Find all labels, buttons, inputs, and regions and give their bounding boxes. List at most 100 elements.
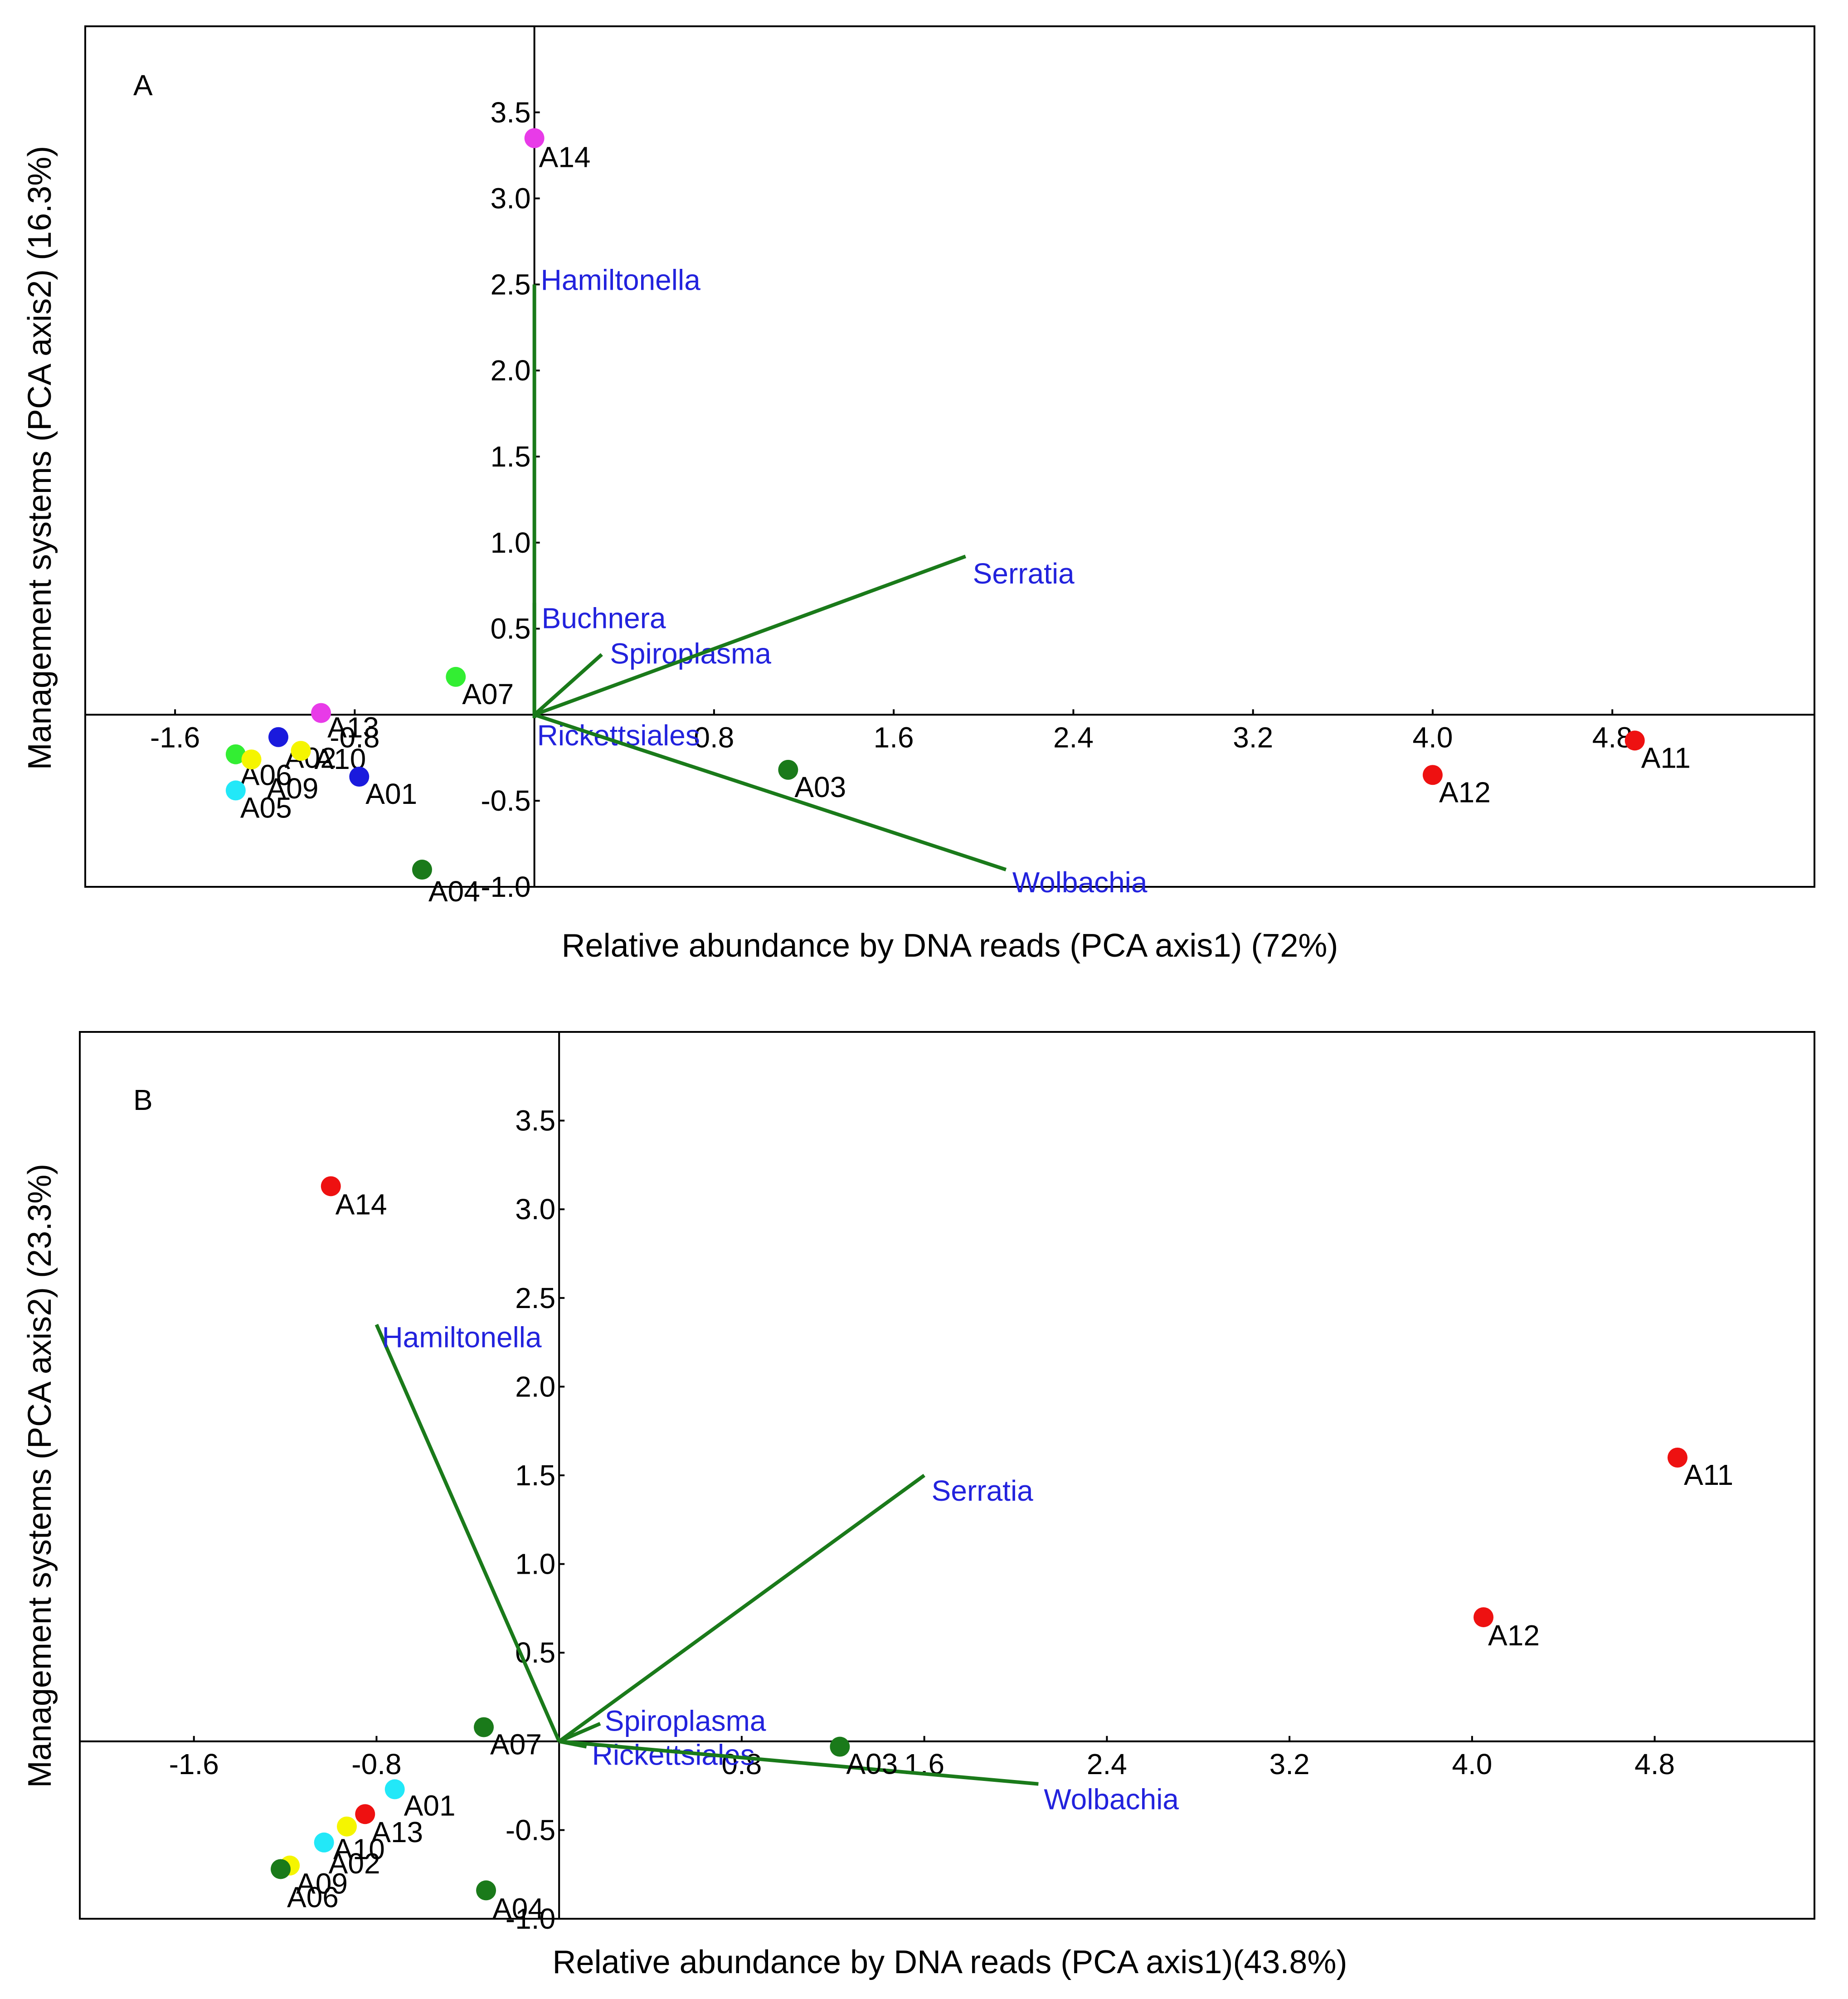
vector-arrow-wolbachia xyxy=(559,1739,1039,1786)
vector-label-spiroplasma: Spiroplasma xyxy=(605,1705,766,1737)
data-point-a09 xyxy=(241,749,262,770)
x-tick-label: 4.0 xyxy=(1452,1748,1492,1780)
panel-a-label: A xyxy=(133,69,153,102)
data-point-a06 xyxy=(225,744,246,764)
x-tick-label: -1.6 xyxy=(150,721,200,754)
vector-label-wolbachia: Wolbachia xyxy=(1044,1783,1179,1816)
vector-label-hamiltonella: Hamiltonella xyxy=(541,263,701,296)
y-tick-label: 1.5 xyxy=(491,440,531,473)
data-point-a02 xyxy=(314,1832,334,1853)
x-tick-label: 4.0 xyxy=(1412,721,1453,754)
vector-label-buchnera: Buchnera xyxy=(542,602,666,635)
data-point-a02 xyxy=(268,727,288,747)
y-tick-label: 1.0 xyxy=(491,526,531,559)
point-label-a03: A03 xyxy=(794,771,846,803)
panel-a-vectors: HamiltonellaBuchneraSpiroplasmaSerratiaR… xyxy=(532,263,1148,899)
panel-b-plot-frame xyxy=(79,1031,1815,1920)
point-label-a07: A07 xyxy=(490,1728,542,1761)
y-tick-label: 2.5 xyxy=(515,1282,555,1314)
panel-b-x-axis-title: Relative abundance by DNA reads (PCA axi… xyxy=(553,1944,1347,1980)
data-point-a04 xyxy=(412,860,432,880)
point-label-a11: A11 xyxy=(1641,741,1691,774)
vector-arrow-wolbachia xyxy=(534,713,1007,871)
y-tick-label: 3.5 xyxy=(491,96,531,129)
data-point-a12 xyxy=(1474,1607,1494,1627)
data-point-a13 xyxy=(355,1804,375,1824)
data-point-a01 xyxy=(384,1779,405,1800)
y-tick-label: -0.5 xyxy=(506,1814,555,1846)
data-point-a10 xyxy=(337,1816,357,1837)
point-label-a12: A12 xyxy=(1488,1619,1540,1652)
vector-arrow-spiroplasma xyxy=(558,1722,601,1743)
y-tick-label: -0.5 xyxy=(481,784,530,817)
panel-a-y-axis-title: Management systems (PCA axis2) (16.3%) xyxy=(22,146,58,770)
vector-label-spiroplasma: Spiroplasma xyxy=(610,637,771,670)
x-tick-label: -0.8 xyxy=(351,1748,401,1780)
vector-label-hamiltonella: Hamiltonella xyxy=(382,1321,542,1353)
vector-label-serratia: Serratia xyxy=(932,1474,1034,1507)
data-point-a01 xyxy=(349,767,370,787)
y-tick-label: 3.5 xyxy=(515,1104,555,1137)
point-label-a05: A05 xyxy=(240,791,292,824)
point-label-a07: A07 xyxy=(462,678,514,710)
point-label-a10: A10 xyxy=(333,1833,385,1866)
y-tick-label: 3.0 xyxy=(515,1193,555,1226)
point-label-a13: A13 xyxy=(371,1816,423,1848)
point-label-a09: A09 xyxy=(296,1868,348,1900)
x-tick-label: 4.8 xyxy=(1634,1748,1675,1780)
panel-a-tick-labels: -1.6 -0.8 0.8 1.6 2.4 3.2 4.0 4.8-1.0-0.50.51.0… xyxy=(150,96,1633,903)
point-label-a06: A06 xyxy=(287,1881,339,1913)
point-label-a14: A14 xyxy=(336,1188,387,1221)
data-point-a11 xyxy=(1624,730,1645,751)
vector-label-serratia: Serratia xyxy=(973,557,1075,590)
vector-arrow-serratia xyxy=(534,554,967,717)
vector-label-wolbachia: Wolbachia xyxy=(1012,866,1148,899)
y-tick-label: -1.0 xyxy=(506,1902,555,1935)
point-label-a12: A12 xyxy=(1439,776,1491,808)
data-point-a10 xyxy=(291,741,311,761)
point-label-a03: A03 xyxy=(846,1748,898,1780)
data-point-a14 xyxy=(321,1176,341,1196)
x-tick-label: 0.8 xyxy=(721,1748,762,1780)
panel-a-chart: A -1.6 -0.8 0.8 1.6 2.4 3.2 4.0 4.8-1.0-0.50.51… xyxy=(22,25,1815,964)
x-tick-label: 0.8 xyxy=(694,721,734,754)
data-point-a04 xyxy=(476,1880,496,1901)
panel-a-x-axis-title: Relative abundance by DNA reads (PCA axi… xyxy=(562,928,1338,964)
data-point-a03 xyxy=(830,1736,850,1757)
vector-arrow-spiroplasma xyxy=(533,653,603,716)
x-tick-label: 3.2 xyxy=(1269,1748,1310,1780)
x-tick-label: -0.8 xyxy=(330,721,379,754)
point-label-a02: A02 xyxy=(329,1847,380,1880)
panel-b-vectors: HamiltonellaSerratiaSpiroplasmaRickettsi… xyxy=(374,1321,1179,1816)
point-label-a01: A01 xyxy=(365,778,417,810)
point-label-a14: A14 xyxy=(539,141,591,174)
y-tick-label: 0.5 xyxy=(491,613,531,645)
x-tick-label: 2.4 xyxy=(1053,721,1094,754)
point-label-a11: A11 xyxy=(1684,1459,1733,1491)
data-point-a12 xyxy=(1422,765,1443,785)
y-tick-label: 1.0 xyxy=(515,1548,555,1581)
panel-b-tick-labels: -1.6 -0.8 0.8 1.6 2.4 3.2 4.0 4.8-1.0-0.50.51.0… xyxy=(169,1104,1675,1935)
y-tick-label: 1.5 xyxy=(515,1459,555,1492)
data-point-a14 xyxy=(524,128,545,148)
data-point-a06 xyxy=(271,1859,291,1879)
y-tick-label: 2.5 xyxy=(491,268,531,301)
x-tick-label: -1.6 xyxy=(169,1748,219,1780)
y-tick-label: 2.0 xyxy=(515,1370,555,1403)
data-point-a13 xyxy=(311,703,331,723)
point-label-a01: A01 xyxy=(404,1789,456,1822)
data-point-a07 xyxy=(474,1717,494,1737)
panel-b-label: B xyxy=(133,1084,153,1116)
y-tick-label: 2.0 xyxy=(491,354,531,387)
data-point-a05 xyxy=(225,780,246,801)
x-tick-label: 2.4 xyxy=(1087,1748,1127,1780)
panel-a-plot-frame xyxy=(84,25,1815,888)
data-point-a11 xyxy=(1667,1447,1688,1468)
point-label-a04: A04 xyxy=(492,1892,544,1925)
x-tick-label: 1.6 xyxy=(874,721,914,754)
point-label-a09: A09 xyxy=(267,772,319,805)
point-label-a04: A04 xyxy=(428,875,480,908)
